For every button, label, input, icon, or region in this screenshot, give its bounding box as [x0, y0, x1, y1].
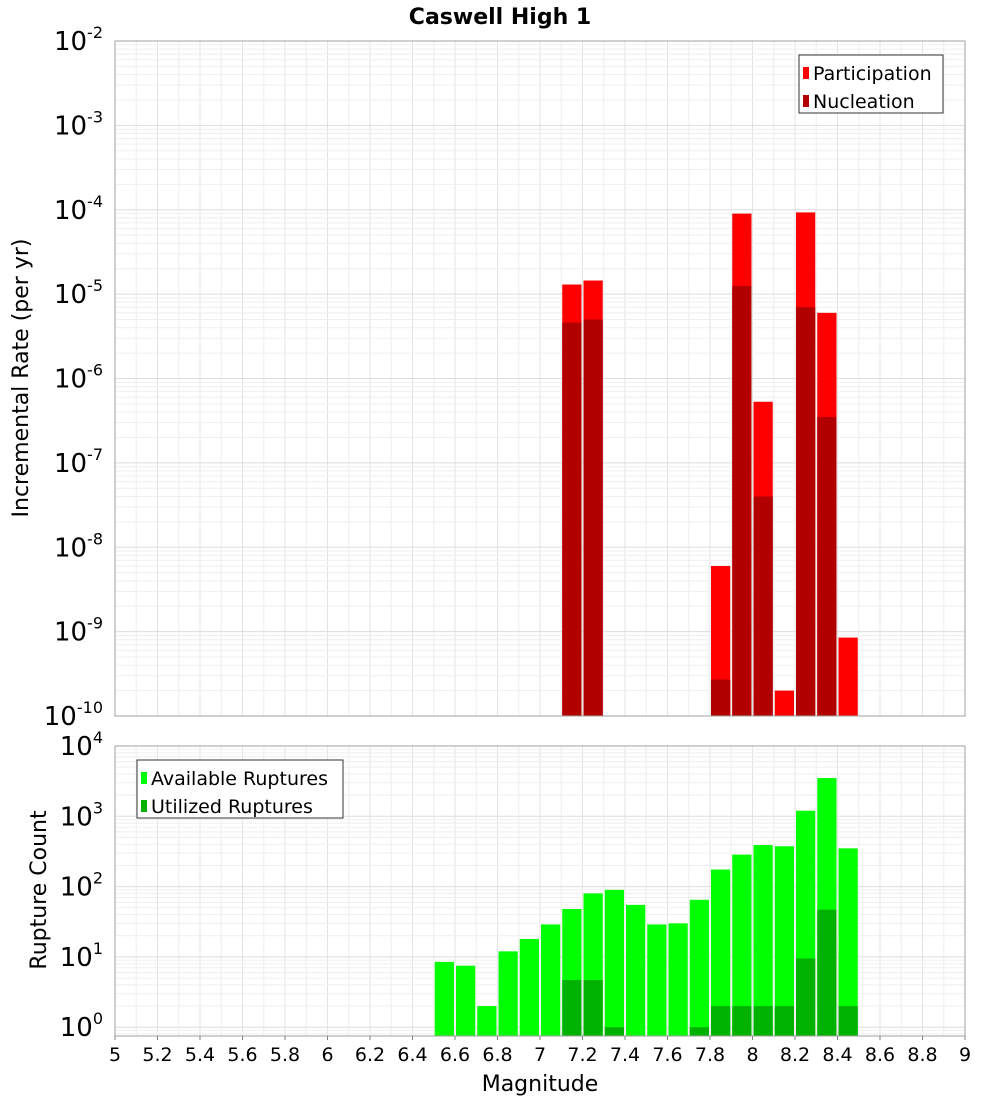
x-tick-label: 5.6 [227, 1044, 257, 1066]
bar [519, 938, 539, 1036]
y-tick-label: 10-8 [54, 529, 103, 563]
bar [732, 285, 752, 716]
y-tick-label: 10-3 [54, 107, 103, 141]
bar [732, 1006, 752, 1036]
bar [711, 869, 731, 1036]
x-tick-label: 9 [959, 1044, 971, 1066]
y-tick-label: 101 [60, 939, 103, 973]
legend-label: Participation [813, 63, 932, 85]
x-tick-label: 6.2 [355, 1044, 385, 1066]
x-tick-label: 6 [321, 1044, 333, 1066]
x-tick-label: 5 [109, 1044, 121, 1066]
legend-label: Utilized Ruptures [151, 796, 313, 818]
bar [477, 1006, 497, 1036]
bar [753, 496, 773, 716]
bar [774, 1006, 794, 1036]
bar [434, 961, 454, 1036]
legend: Available Ruptures Utilized Ruptures [136, 759, 344, 819]
y-tick-label: 10-10 [44, 698, 103, 732]
x-tick-label: 7.8 [695, 1044, 725, 1066]
x-tick-label: 6.8 [482, 1044, 512, 1066]
bar [689, 1027, 709, 1036]
series-nucleation [562, 285, 837, 716]
bar [456, 965, 476, 1036]
series-available-ruptures [434, 778, 858, 1036]
bar [838, 637, 858, 716]
bar [817, 909, 837, 1036]
chart-title: Caswell High 1 [409, 5, 591, 30]
y-tick-label: 10-9 [54, 614, 103, 648]
x-tick-label: 8.2 [780, 1044, 810, 1066]
bottom-plot-area: 100 101 102 103 104 5 5.2 5.4 5.6 5.8 6 6.2 6.4 6.6 6.… [60, 728, 971, 1066]
legend-swatch [141, 800, 147, 812]
bar [796, 307, 816, 716]
bar [817, 416, 837, 716]
bar [753, 845, 773, 1036]
x-tick-label: 7.2 [567, 1044, 597, 1066]
bar [647, 924, 667, 1036]
bar [562, 979, 582, 1036]
y-tick-label: 104 [60, 728, 103, 762]
grid-lines [114, 40, 966, 717]
x-tick-label: 6.6 [440, 1044, 470, 1066]
legend-label: Nucleation [813, 91, 915, 113]
top-y-axis-label: Incremental Rate (per yr) [9, 239, 34, 518]
legend-box [136, 759, 344, 819]
x-tick-label: 5.2 [142, 1044, 172, 1066]
y-tick-label: 102 [60, 869, 103, 903]
bar [796, 958, 816, 1036]
x-tick-label: 7 [534, 1044, 546, 1066]
bar [626, 904, 646, 1036]
legend-label: Available Ruptures [151, 768, 328, 790]
x-tick-label: 7.4 [610, 1044, 640, 1066]
legend-swatch [141, 772, 147, 784]
plot-border [114, 40, 966, 717]
y-tick-label: 10-4 [54, 192, 103, 226]
bar [711, 679, 731, 716]
x-axis-label: Magnitude [482, 1072, 599, 1097]
bar [732, 854, 752, 1036]
bar [562, 322, 582, 716]
y-tick-label: 10-5 [54, 276, 103, 310]
y-tick-label: 10-6 [54, 361, 103, 395]
x-tick-label: 8.6 [865, 1044, 895, 1066]
x-tick-label: 8.4 [822, 1044, 852, 1066]
bar [541, 924, 561, 1036]
x-tick-label: 5.8 [270, 1044, 300, 1066]
bar [604, 1027, 624, 1036]
y-tick-label: 103 [60, 798, 103, 832]
x-tick-label: 5.4 [185, 1044, 215, 1066]
top-plot-area: 10-10 10-9 10-8 10-7 10-6 10-5 10-4 10-3 10-2 Par… [44, 23, 966, 732]
bar [668, 923, 688, 1036]
bar [774, 690, 794, 716]
bar [711, 1006, 731, 1036]
series-utilized-ruptures [562, 909, 858, 1036]
legend: Participation Nucleation [798, 54, 944, 114]
x-tick-label: 8 [746, 1044, 758, 1066]
bar [604, 889, 624, 1036]
bar [583, 979, 603, 1036]
y-tick-label: 10-7 [54, 445, 103, 479]
bar [753, 1006, 773, 1036]
legend-swatch [803, 95, 809, 107]
bar [689, 899, 709, 1036]
x-tick-label: 6.4 [397, 1044, 427, 1066]
bar [838, 1006, 858, 1036]
bar [498, 951, 518, 1036]
legend-box [798, 54, 944, 114]
x-tick-label: 8.8 [907, 1044, 937, 1066]
bar [774, 846, 794, 1036]
bar [838, 848, 858, 1036]
y-tick-label: 100 [60, 1009, 103, 1043]
bar [711, 565, 731, 716]
legend-swatch [803, 67, 809, 79]
bar [583, 319, 603, 716]
y-tick-label: 10-2 [54, 23, 103, 57]
bottom-y-axis-label: Rupture Count [27, 810, 52, 970]
x-tick-label: 7.6 [652, 1044, 682, 1066]
